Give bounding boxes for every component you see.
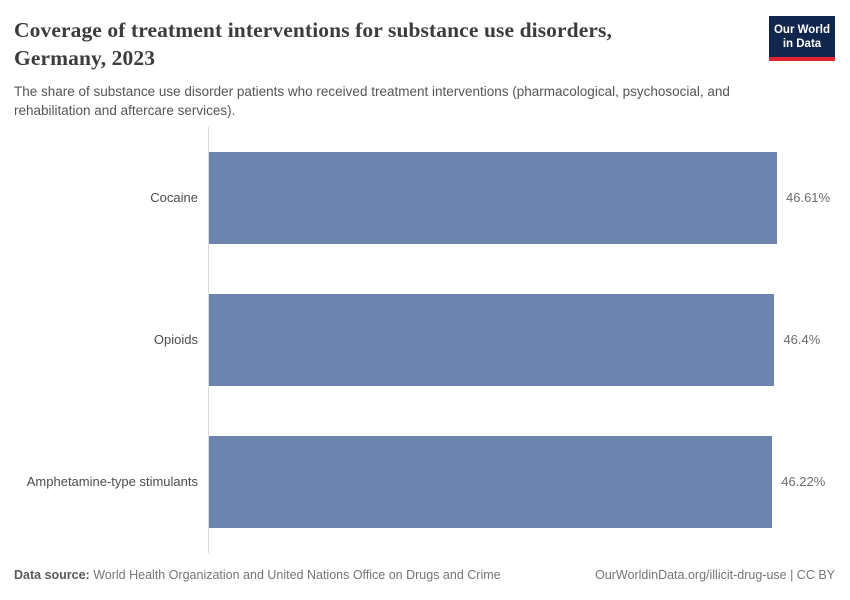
category-label: Opioids xyxy=(153,332,198,348)
chart-title: Coverage of treatment interventions for … xyxy=(14,16,757,73)
chart-subtitle: The share of substance use disorder pati… xyxy=(14,83,730,119)
bar-chart: Cocaine 46.61% Opioids 46.4% Amphetamine-typ… xyxy=(14,126,835,553)
value-label: 46.61% xyxy=(786,190,831,206)
bar-track: 46.4% xyxy=(208,293,835,386)
data-source-value: World Health Organization and United Nat… xyxy=(89,567,501,582)
title-block: Coverage of treatment interventions for … xyxy=(14,16,757,121)
chart-footer: Data source: World Health Organization a… xyxy=(14,567,835,583)
chart-title-line-1: Coverage of treatment interventions for … xyxy=(14,18,612,42)
bar[interactable] xyxy=(209,293,775,386)
chart-title-line-2: Germany, 2023 xyxy=(14,46,156,71)
owid-logo-line-1: Our World xyxy=(773,24,830,36)
data-source-label: Data source: xyxy=(14,567,90,582)
bar-row: Opioids 46.4% xyxy=(14,269,835,411)
chart-header: Coverage of treatment interventions for … xyxy=(14,16,835,121)
bar-rows: Cocaine 46.61% Opioids 46.4% Amphetamine-typ… xyxy=(14,127,835,553)
value-label: 46.4% xyxy=(783,332,821,348)
data-source: Data source: World Health Organization a… xyxy=(14,567,501,583)
value-label: 46.22% xyxy=(781,474,826,490)
bar-row: Cocaine 46.61% xyxy=(14,127,835,269)
bar-track: 46.61% xyxy=(208,151,835,244)
category-label: Amphetamine-type stimulants xyxy=(26,474,198,490)
bar[interactable] xyxy=(209,435,773,528)
bar-track: 46.22% xyxy=(208,435,835,528)
citation: OurWorldinData.org/illicit-drug-use | CC… xyxy=(595,567,835,582)
bar[interactable] xyxy=(209,151,777,244)
owid-logo-line-2: in Data xyxy=(782,38,822,51)
owid-logo: Our World in Data xyxy=(769,16,835,61)
category-label: Cocaine xyxy=(150,190,198,206)
bar-row: Amphetamine-type stimulants 46.22% xyxy=(14,411,835,553)
y-axis-line xyxy=(208,126,209,553)
